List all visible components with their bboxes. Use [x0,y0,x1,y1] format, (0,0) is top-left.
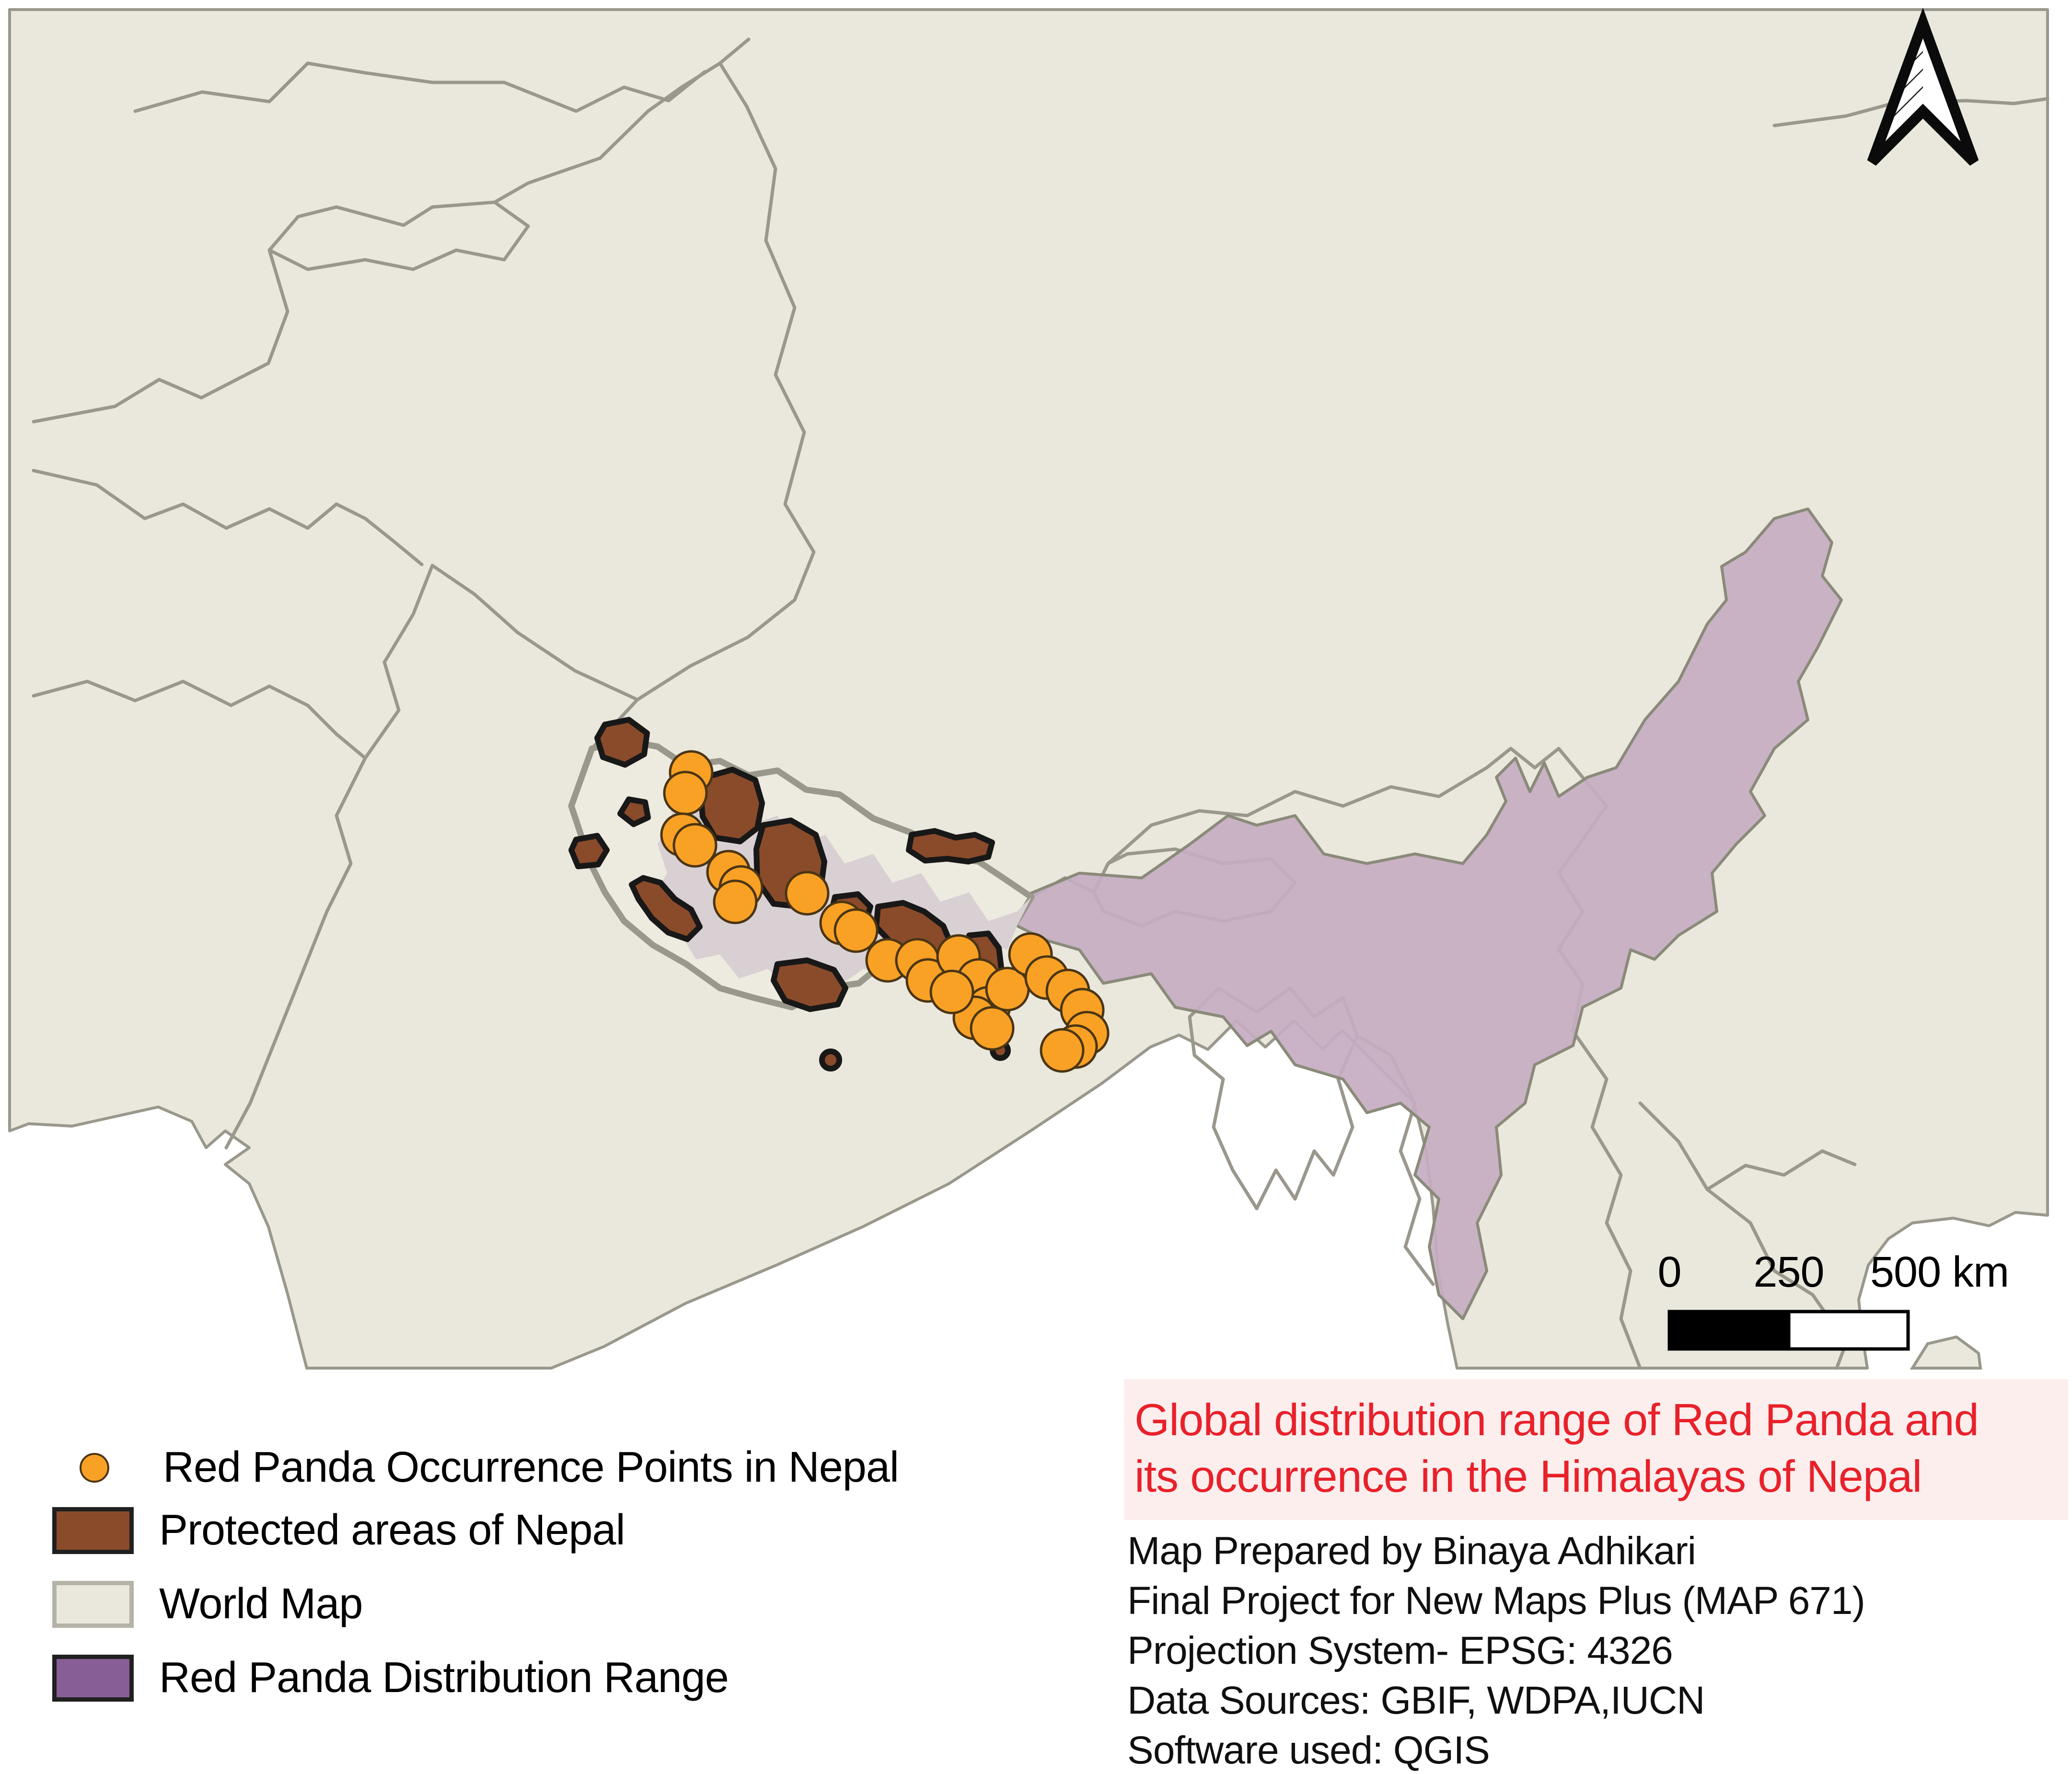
occurrence-point [929,969,974,1014]
land-shape [1910,1335,1982,1370]
legend-item-occurrence: Red Panda Occurrence Points in Nepal [80,1443,899,1492]
scale-tick-0: 0 [1657,1248,1681,1296]
map-title-line2: its occurrence in the Himalayas of Nepal [1134,1451,1922,1501]
occurrence-point-legend-icon [80,1452,109,1483]
credit-project: Final Project for New Maps Plus (MAP 671… [1127,1579,1865,1623]
occurrence-point [833,908,879,953]
legend-item-label: World Map [159,1580,363,1628]
world-map-legend-swatch [52,1580,134,1628]
occurrence-point [970,1006,1015,1051]
legend-item-label: Protected areas of Nepal [159,1506,625,1554]
country-borders [32,37,2049,1370]
occurrence-point [672,823,718,868]
scale-tick-500km: 500 km [1870,1248,2009,1296]
map-title-line1: Global distribution range of Red Panda a… [1134,1394,1979,1445]
legend-item-world-map: World Map [52,1579,363,1629]
legend-item-label: Red Panda Occurrence Points in Nepal [163,1443,899,1491]
map-title-block: Global distribution range of Red Panda a… [1124,1379,2068,1520]
credit-data-sources: Data Sources: GBIF, WDPA,IUCN [1127,1679,1705,1722]
protected-area-shape [594,717,650,768]
legend-item-distribution-range: Red Panda Distribution Range [52,1653,729,1703]
protected-area-shape [629,875,703,942]
protected-area-legend-swatch [52,1507,134,1554]
protected-area-shape [906,828,995,864]
occurrence-point [713,879,758,924]
legend-item-label: Red Panda Distribution Range [159,1654,729,1702]
credit-prepared-by: Map Prepared by Binaya Adhikari [1127,1529,1696,1573]
credit-projection: Projection System- EPSG: 4326 [1127,1629,1673,1672]
occurrence-point [1040,1028,1085,1073]
occurrence-point [785,871,830,916]
legend-item-protected-areas: Protected areas of Nepal [52,1506,625,1555]
distribution-range-shape [1016,507,1843,1320]
scale-tick-250: 250 [1753,1248,1824,1296]
occurrence-points [660,750,1110,1073]
protected-area-shape [617,796,651,827]
distribution-range-legend-swatch [52,1654,134,1702]
protected-area-shape [568,833,610,869]
protected-area-shape [819,1048,842,1071]
scale-bar [1667,1310,1910,1351]
credit-software: Software used: QGIS [1127,1728,1490,1772]
protected-area-shape [771,957,848,1012]
north-arrow-icon [1867,7,1979,166]
map-credits: Map Prepared by Binaya Adhikari Final Pr… [1127,1526,1865,1774]
occurrence-point [663,771,708,816]
